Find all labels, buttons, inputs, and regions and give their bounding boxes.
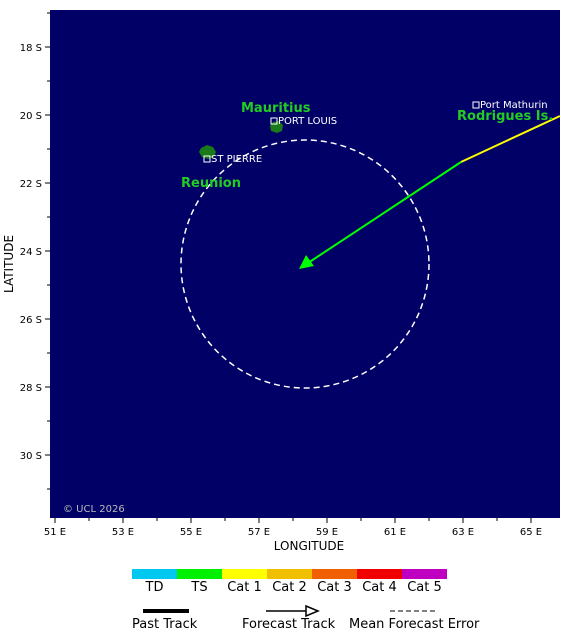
forecast-track-line	[307, 161, 462, 264]
lat-tick-label: 24 S	[20, 247, 42, 258]
mauritius-label: Mauritius	[241, 101, 311, 116]
lat-tick-label: 30 S	[20, 451, 42, 462]
legend-swatch-td	[132, 569, 177, 579]
reunion-label: Reunion	[181, 176, 241, 191]
lat-tick-label: 22 S	[20, 179, 42, 190]
lon-tick-label: 61 E	[384, 527, 406, 538]
legend-label-cat-4: Cat 4	[362, 580, 397, 595]
x-axis-title: LONGITUDE	[274, 539, 344, 553]
lat-tick-label: 26 S	[20, 315, 42, 326]
legend-swatch-ts	[177, 569, 222, 579]
copyright-text: © UCL 2026	[63, 504, 125, 515]
lon-tick-label: 53 E	[112, 527, 134, 538]
past-track-line	[460, 115, 561, 163]
lon-tick-label: 65 E	[520, 527, 542, 538]
lat-tick-label: 28 S	[20, 383, 42, 394]
lon-tick-label: 59 E	[316, 527, 338, 538]
lon-tick-label: 51 E	[44, 527, 66, 538]
legend-swatch-cat-1	[222, 569, 267, 579]
port-louis-label: PORT LOUIS	[278, 116, 337, 127]
lon-tick-label: 63 E	[452, 527, 474, 538]
legend-swatch-cat-2	[267, 569, 312, 579]
mean-error-legend-label: Mean Forecast Error	[349, 617, 480, 632]
legend-label-ts: TS	[190, 580, 207, 595]
y-axis-title: LATITUDE	[2, 235, 16, 293]
lon-tick-label: 57 E	[248, 527, 270, 538]
legend-swatch-cat-4	[357, 569, 402, 579]
legend-label-cat-3: Cat 3	[317, 580, 352, 595]
latitude-ticks: 18 S 20 S 22 S 24 S 26 S 28 S 30 S	[20, 12, 50, 490]
past-track-legend-label: Past Track	[132, 617, 198, 632]
forecast-arrow-head	[299, 255, 314, 269]
st-pierre-marker	[203, 155, 211, 163]
lon-tick-label: 55 E	[180, 527, 202, 538]
st-pierre-label: ST PIERRE	[211, 154, 262, 165]
intensity-legend	[132, 569, 447, 579]
forecast-track-legend-arrow	[305, 604, 320, 618]
lat-tick-label: 20 S	[20, 111, 42, 122]
mean-forecast-error-circle	[180, 139, 430, 389]
legend-label-td: TD	[145, 580, 164, 595]
legend-label-cat-5: Cat 5	[407, 580, 442, 595]
port-mathurin-label: Port Mathurin	[480, 100, 548, 111]
reunion-landmass	[199, 145, 216, 159]
intensity-legend-labels: TD TS Cat 1 Cat 2 Cat 3 Cat 4 Cat 5	[145, 580, 442, 595]
longitude-ticks: 51 E 53 E 55 E 57 E 59 E 61 E 63 E 65 E	[44, 518, 542, 538]
legend-swatch-cat-3	[312, 569, 357, 579]
port-mathurin-marker	[472, 101, 480, 109]
legend-label-cat-1: Cat 1	[227, 580, 262, 595]
port-louis-marker	[270, 117, 278, 125]
rodrigues-label: Rodrigues Is.	[457, 109, 553, 124]
forecast-track-legend-label: Forecast Track	[242, 617, 336, 632]
legend-swatch-cat-5	[402, 569, 447, 579]
lat-tick-label: 18 S	[20, 43, 42, 54]
legend-label-cat-2: Cat 2	[272, 580, 307, 595]
